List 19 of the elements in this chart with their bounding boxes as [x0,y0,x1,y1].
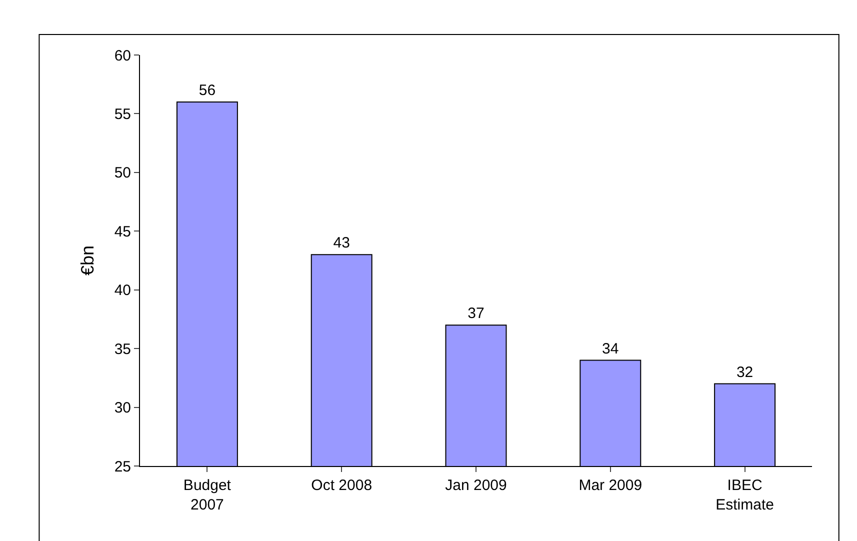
y-tick-label: 50 [114,164,131,182]
x-tick-label: Jan 2009 [445,477,507,494]
x-tick-label: Mar 2009 [578,477,642,494]
data-label: 37 [468,305,484,322]
x-tick-label: IBEC Estimate [716,477,774,514]
y-tick-label: 40 [114,282,131,300]
y-axis-title: €bn [78,245,98,276]
y-tick-label: 55 [114,106,131,123]
y-tick-label: 45 [114,223,131,240]
y-tick-label: 35 [114,340,131,358]
data-label: 32 [736,364,754,381]
data-label: 56 [198,82,216,99]
y-tick-label: 60 [114,47,131,64]
y-tick-label: 30 [114,400,131,417]
x-tick-label: Budget 2007 [183,477,232,514]
data-label: 43 [333,234,350,252]
x-tick-label: Oct 2008 [311,477,372,494]
y-tick-label: 25 [114,458,131,476]
data-label: 34 [602,340,619,358]
